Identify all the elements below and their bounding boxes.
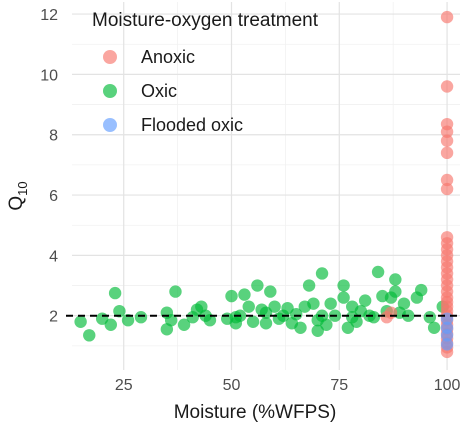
data-point-anoxic [440,182,454,196]
data-point-oxic [268,300,281,313]
legend: Moisture-oxygen treatment Anoxic Oxic Floo… [92,10,319,135]
data-point-oxic [397,297,411,310]
data-point-oxic [337,291,350,304]
data-point-oxic [302,279,316,292]
y-tick-label: 10 [40,67,58,84]
svg-text:Q10: Q10 [6,181,30,210]
legend-label: Anoxic [141,47,195,67]
data-point-oxic [177,318,191,331]
y-tick-label: 6 [49,188,58,205]
legend-key-flooded-oxic [103,118,117,132]
data-point-anoxic [440,173,454,187]
legend-entries: Anoxic Oxic Flooded oxic [103,47,243,135]
data-point-anoxic [440,125,454,138]
data-point-oxic [242,300,255,313]
y-axis-title-subscript: 10 [15,181,30,195]
legend-key-oxic [103,84,117,98]
data-point-oxic [289,307,303,321]
legend-key-anoxic [103,50,117,64]
data-point-oxic [311,324,324,337]
data-point-oxic [251,279,264,292]
data-point-anoxic [440,134,454,147]
data-point-oxic [367,311,380,324]
data-point-oxic [134,311,148,324]
data-point-oxic [337,279,350,292]
data-point-anoxic [440,10,454,24]
data-point-oxic [307,297,320,310]
y-tick-label: 12 [40,7,58,24]
data-point-oxic [121,314,135,327]
x-tick-label: 50 [223,377,241,394]
data-point-oxic [238,288,251,301]
data-point-oxic [246,315,260,328]
data-point-oxic [169,285,182,298]
y-axis-title: Q10 [6,181,30,210]
data-point-oxic [423,311,437,324]
data-point-oxic [104,318,118,331]
data-point-oxic [350,315,363,328]
x-tick-label: 25 [115,377,133,394]
data-point-anoxic [440,146,454,160]
x-tick-label: 100 [434,377,461,394]
data-point-oxic [264,285,277,298]
data-point-flooded-oxic [440,329,454,342]
y-tick-label: 2 [49,309,58,326]
data-point-oxic [324,297,337,310]
data-point-oxic [389,285,402,298]
y-axis-title-main: Q [6,196,27,211]
data-point-oxic [358,294,372,307]
data-point-oxic [294,321,307,334]
data-point-oxic [108,286,122,300]
data-point-flooded-oxic [440,338,454,351]
data-point-oxic [164,314,178,327]
legend-label: Oxic [141,81,177,101]
data-point-oxic [225,289,238,303]
data-point-oxic [83,329,96,342]
x-axis-ticks: 25 50 75 100 [115,377,461,394]
legend-title: Moisture-oxygen treatment [92,10,319,31]
y-tick-label: 4 [49,248,58,265]
data-point-anoxic [440,80,454,93]
data-point-oxic [389,273,402,286]
data-point-oxic [281,301,294,315]
y-axis-ticks: 2 4 6 8 10 12 [40,7,58,326]
data-point-oxic [415,283,428,297]
data-point-oxic [427,321,441,334]
data-point-oxic [320,318,333,331]
data-point-oxic [113,304,126,318]
data-point-oxic [259,317,273,330]
data-point-oxic [315,267,329,280]
data-point-oxic [203,314,217,327]
x-tick-label: 75 [330,377,348,394]
legend-label: Flooded oxic [141,115,243,135]
x-axis-title: Moisture (%WFPS) [174,402,337,423]
data-point-oxic [74,315,87,328]
data-point-anoxic [384,306,398,319]
y-tick-label: 8 [49,128,58,145]
data-point-oxic [371,265,385,279]
data-point-oxic [341,321,355,334]
